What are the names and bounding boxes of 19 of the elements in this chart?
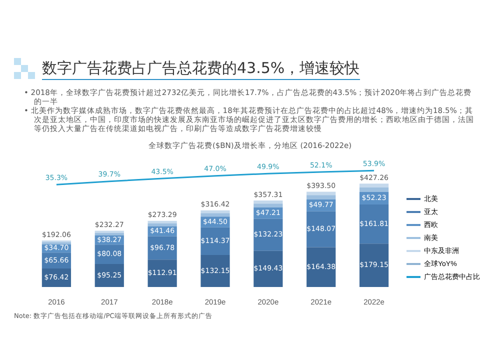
bar <box>359 244 389 287</box>
bar <box>148 260 177 287</box>
bar <box>200 213 230 217</box>
bar <box>94 232 124 236</box>
bar <box>200 210 230 214</box>
bar <box>254 250 283 287</box>
chart-title: 数字广告花费占广告总花费的43.5%，增速较快 <box>42 58 360 80</box>
bar <box>200 255 230 287</box>
bar <box>148 220 177 224</box>
bar <box>359 204 389 244</box>
bar <box>359 187 389 192</box>
bar <box>306 211 336 248</box>
bar <box>306 247 336 287</box>
bar <box>254 204 283 208</box>
bar <box>254 200 283 204</box>
bar <box>254 218 283 251</box>
bar <box>359 184 389 188</box>
bar <box>200 227 230 256</box>
bar <box>306 195 336 200</box>
